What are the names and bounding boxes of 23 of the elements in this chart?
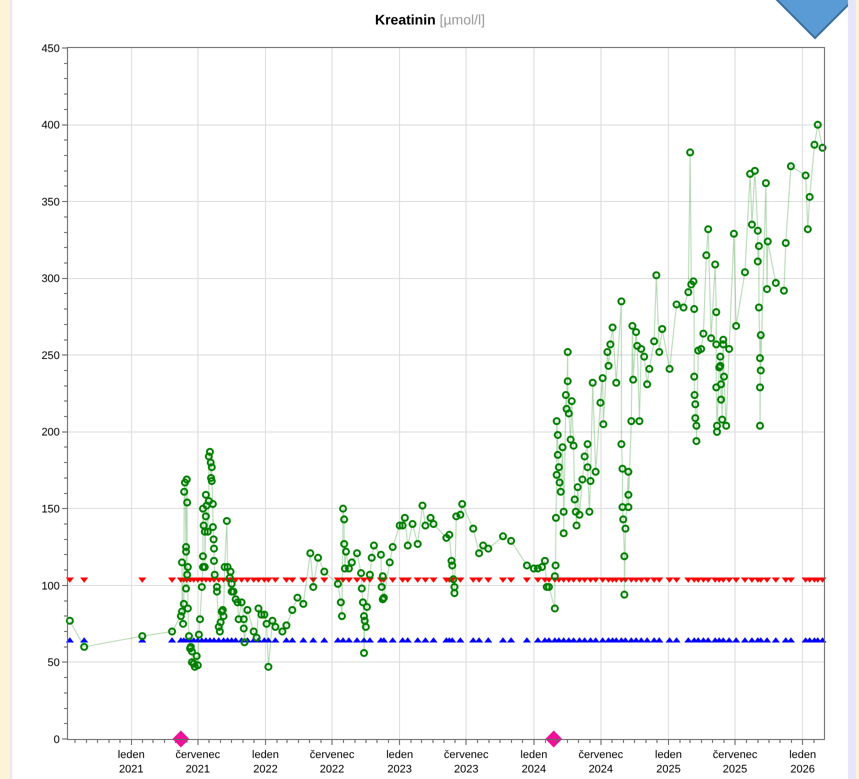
x-tick-label: červenec 2023	[444, 749, 490, 776]
x-tick-label: leden 2021	[118, 749, 145, 776]
y-tick-label: 250	[41, 350, 60, 362]
y-tick-label: 350	[41, 196, 60, 208]
y-tick-label: 450	[41, 42, 60, 55]
x-tick-label: leden 2025	[655, 749, 682, 776]
chart-subtitle: [µmol/l]	[440, 11, 485, 28]
x-tick-label: červenec 2021	[175, 749, 221, 776]
x-tick-label: červenec 2024	[578, 749, 624, 776]
y-tick-label: 300	[41, 273, 60, 286]
y-tick-label: 100	[41, 580, 60, 592]
x-tick-label: červenec 2025	[712, 749, 758, 776]
y-tick-label: 0	[54, 734, 60, 746]
x-tick-label: červenec 2022	[310, 749, 355, 776]
y-tick-label: 200	[41, 426, 60, 439]
x-tick-label: leden 2024	[520, 749, 548, 776]
y-tick-label: 400	[41, 120, 60, 132]
x-tick-label: leden 2023	[386, 749, 414, 776]
x-tick-label: leden 2022	[252, 749, 279, 776]
chart-title: Kreatinin	[375, 11, 436, 28]
y-tick-label: 50	[48, 657, 60, 670]
x-tick-label: leden 2026	[789, 749, 816, 776]
y-tick-label: 150	[41, 504, 60, 516]
